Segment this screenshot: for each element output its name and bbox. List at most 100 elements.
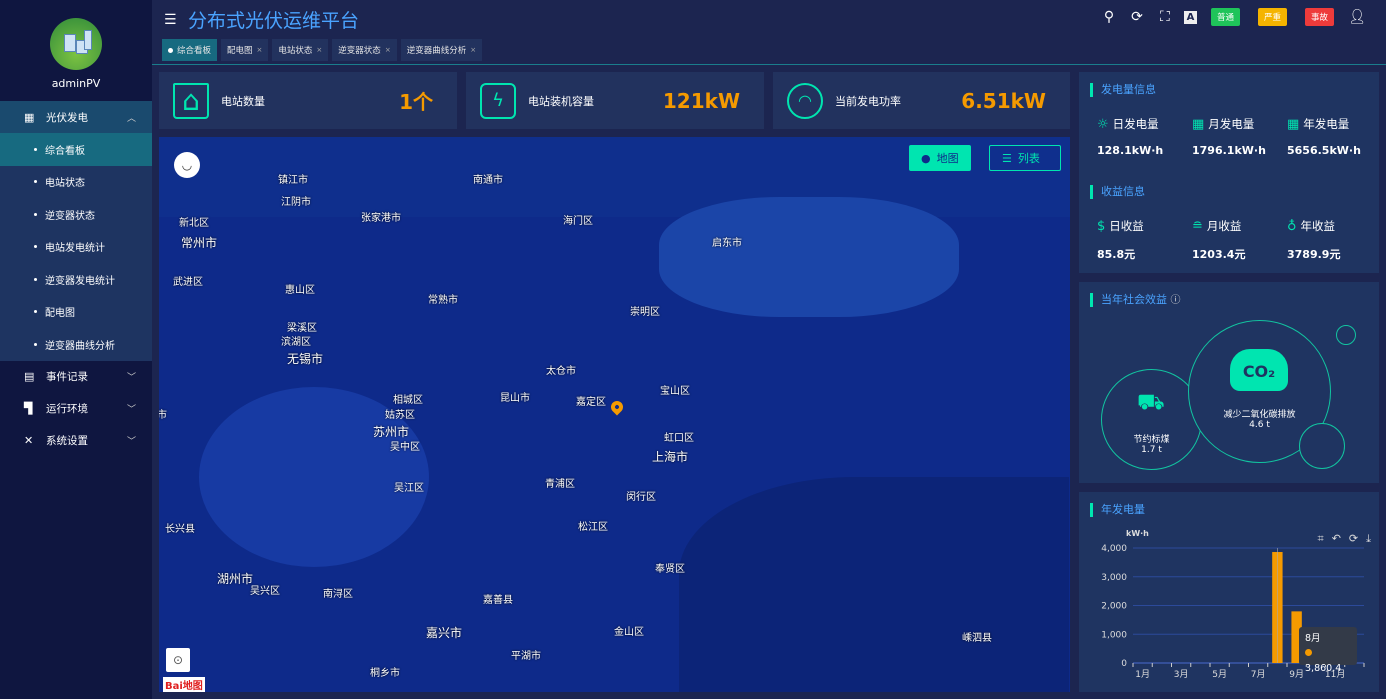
stat-label: 月收益 — [1206, 219, 1242, 233]
bar — [1291, 611, 1302, 663]
search-icon[interactable]: ⚲ — [1103, 9, 1115, 25]
submenu-inverter-status[interactable]: 逆变器状态 — [0, 198, 152, 231]
map-label: 武进区 — [173, 277, 203, 288]
download-icon[interactable]: ⤓ — [1366, 532, 1371, 545]
map-label: 崇明区 — [630, 307, 660, 318]
submenu-station-stats[interactable]: 电站发电统计 — [0, 231, 152, 264]
user-icon[interactable]: 👤︎ — [1348, 9, 1366, 25]
map-label: 嘉善县 — [483, 595, 513, 606]
map-label: 嵊泗县 — [962, 633, 992, 644]
divider — [152, 64, 1386, 65]
stat-value: 1203.4元 — [1192, 248, 1246, 261]
card-value: 121kW — [662, 88, 740, 113]
x-tick-label: 11月 — [1325, 669, 1345, 680]
chevron-down-icon: ﹀ — [126, 405, 136, 415]
tab-label: 逆变器曲线分析 — [406, 46, 467, 56]
map-label: 梁溪区 — [287, 323, 317, 334]
close-icon[interactable]: × — [384, 46, 391, 54]
tab-station-status[interactable]: 电站状态 × — [272, 39, 329, 61]
map-label: 常熟市 — [428, 295, 458, 306]
map-view[interactable]: 镇江市 南通市 江阴市 新北区 张家港市 海门区 常州市 启东市 武进区 惠山区 常熟市 崇明区 梁溪区… — [159, 137, 1070, 692]
map-label: 宝山区 — [660, 386, 690, 397]
baidu-map-logo: Bai地图 — [163, 677, 205, 692]
co2-label: 减少二氧化碳排放 — [1223, 410, 1296, 420]
map-label: 惠山区 — [285, 285, 315, 296]
chevron-up-icon: ︿ — [126, 113, 136, 124]
map-view-button[interactable]: ● 地图 — [909, 145, 971, 171]
tab-dashboard[interactable]: 综合看板 — [162, 39, 218, 61]
coal-value: 1.7 t — [1141, 445, 1162, 455]
map-label: 松江区 — [578, 522, 608, 533]
tab-label: 综合看板 — [177, 46, 212, 56]
map-label: 无锡市 — [286, 352, 324, 366]
tab-label: 电站状态 — [278, 46, 313, 56]
submenu-distribution-diagram[interactable]: 配电图 — [0, 296, 152, 329]
close-icon[interactable]: × — [316, 46, 323, 54]
close-icon[interactable]: × — [256, 46, 263, 54]
map-label: 奉贤区 — [655, 564, 685, 575]
logo — [50, 18, 102, 70]
panel-title: 收益信息 — [1090, 185, 1145, 199]
y-tick-label: 0 — [1121, 659, 1127, 669]
zoom-icon[interactable]: ⌗ — [1317, 532, 1324, 545]
coal-label: 节约标煤 — [1133, 435, 1170, 445]
close-icon[interactable]: × — [470, 46, 477, 54]
title-text: 当年社会效益 — [1101, 293, 1167, 306]
map-label: 滨湖区 — [281, 337, 311, 348]
map-label: 苏州市 — [372, 425, 410, 439]
map-label: 南浔区 — [323, 589, 353, 600]
restore-icon[interactable]: ⟳ — [1348, 532, 1359, 545]
menu-label: 光伏发电 — [46, 111, 88, 124]
clipboard-icon: ▤ — [24, 370, 35, 383]
generation-income-panel: 发电量信息 ☼ 日发电量 128.1kW·h ▦ 月发电量 1796.1kW·h ▦ 年发… — [1079, 72, 1379, 273]
stat-card-station-count: ⌂ 电站数量 1个 — [159, 72, 457, 129]
button-label: 地图 — [936, 152, 959, 165]
menu-label: 系统设置 — [46, 435, 88, 447]
map-label: 嘉定区 — [576, 397, 606, 408]
refresh-icon[interactable]: ⟳ — [1131, 9, 1143, 25]
badge-accident[interactable]: 事故 — [1304, 8, 1334, 26]
eye-toggle-icon[interactable]: ◡ — [174, 152, 200, 178]
font-size-icon[interactable]: A — [1183, 10, 1197, 24]
zoom-reset-icon[interactable]: ↶ — [1331, 532, 1341, 545]
money-bag-icon: ♁ — [1287, 218, 1297, 234]
sun-icon: ☼ — [1097, 116, 1109, 132]
tab-inverter-curve[interactable]: 逆变器曲线分析 × — [400, 39, 483, 61]
y-tick-label: 2,000 — [1101, 602, 1127, 612]
map-label: 闵行区 — [626, 492, 656, 503]
tab-inverter-status[interactable]: 逆变器状态 × — [332, 39, 397, 61]
map-label: 昆山市 — [500, 393, 530, 404]
menu-pv-generation[interactable]: ▦ 光伏发电 ︿ — [0, 101, 152, 133]
menu-event-records[interactable]: ▤ 事件记录 ﹀ — [0, 361, 152, 393]
stat-label: 月发电量 — [1208, 117, 1255, 131]
tooltip-category: 8月 — [1305, 633, 1321, 644]
locate-icon[interactable]: ⊙ — [166, 648, 190, 672]
x-tick-label: 9月 — [1289, 669, 1304, 680]
x-tick-label: 5月 — [1212, 669, 1227, 680]
map-pin-icon[interactable] — [608, 398, 626, 416]
map-label: 金山区 — [614, 627, 644, 638]
map-label: 嘉兴市 — [425, 626, 463, 640]
map-label: 启东市 — [712, 238, 742, 249]
menu-environment[interactable]: ▜ 运行环境 ﹀ — [0, 393, 152, 425]
submenu-station-status[interactable]: 电站状态 — [0, 166, 152, 199]
sidebar: adminPV ▦ 光伏发电 ︿ 综合看板 电站状态 逆变器状态 电站发电统计 逆变… — [0, 0, 152, 699]
hamburger-menu-icon[interactable]: ☰ — [164, 12, 177, 28]
submenu-inverter-curve[interactable]: 逆变器曲线分析 — [0, 328, 152, 361]
calendar-icon: ▦ — [1287, 116, 1300, 132]
badge-serious[interactable]: 严重 — [1257, 8, 1287, 26]
tab-distribution[interactable]: 配电图 × — [221, 39, 269, 61]
fullscreen-icon[interactable]: ⛶ — [1160, 9, 1170, 25]
coins-icon: ≘ — [1192, 218, 1203, 234]
location-icon: ● — [921, 151, 931, 165]
badge-normal[interactable]: 普通 — [1210, 8, 1240, 26]
x-tick-label: 7月 — [1251, 669, 1266, 680]
submenu-inverter-stats[interactable]: 逆变器发电统计 — [0, 263, 152, 296]
submenu-dashboard[interactable]: 综合看板 — [0, 133, 152, 166]
map-label: 江阴市 — [281, 197, 311, 208]
info-icon[interactable]: ⓘ — [1170, 295, 1181, 306]
menu-label: 运行环境 — [46, 403, 88, 415]
menu-system-settings[interactable]: ✕ 系统设置 ﹀ — [0, 425, 152, 457]
map-label: 镇江市 — [278, 175, 308, 186]
list-view-button[interactable]: ☰ 列表 — [989, 145, 1061, 171]
